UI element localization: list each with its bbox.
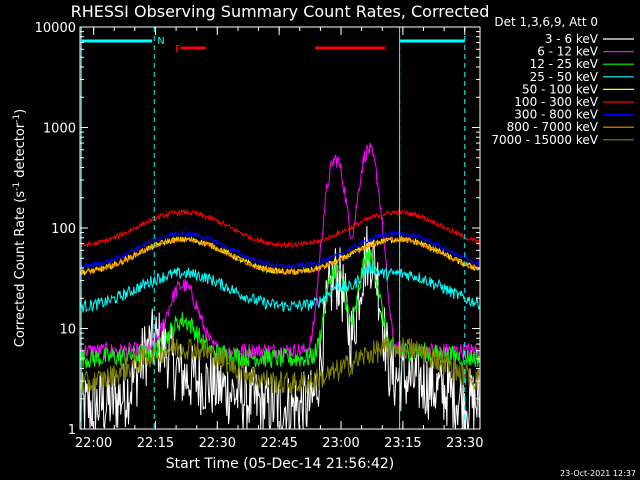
y-axis-label: Corrected Count Rate (s-1 detector-1): [12, 109, 28, 347]
legend-label-5: 100 - 300 keV: [514, 95, 598, 109]
series-line-3: [80, 262, 480, 313]
annotation-f: F: [175, 44, 181, 55]
chart-title: RHESSI Observing Summary Count Rates, Co…: [71, 2, 490, 21]
series-line-7: [80, 236, 480, 276]
y-tick-label: 1: [68, 423, 76, 438]
y-axis-label-mid: detector: [13, 122, 28, 182]
x-tick-label: 22:30: [199, 436, 236, 451]
series-line-5: [80, 208, 480, 250]
x-tick-label: 22:15: [137, 436, 174, 451]
legend-label-3: 25 - 50 keV: [530, 70, 599, 84]
x-axis-label: Start Time (05-Dec-14 21:56:42): [166, 456, 394, 472]
legend-header: Det 1,3,6,9, Att 0: [494, 15, 598, 29]
y-tick-label: 100: [51, 222, 76, 237]
x-tick-label: 22:00: [75, 436, 112, 451]
legend-label-8: 7000 - 15000 keV: [491, 133, 598, 147]
x-tick-label: 23:30: [446, 436, 483, 451]
legend-label-6: 300 - 800 keV: [514, 108, 598, 122]
legend-label-4: 50 - 100 keV: [522, 82, 599, 96]
legend-label-7: 800 - 7000 keV: [507, 120, 599, 134]
y-tick-label: 10000: [35, 21, 76, 36]
legend-label-0: 3 - 6 keV: [545, 32, 599, 46]
x-tick-label: 23:00: [322, 436, 359, 451]
x-tick-label: 23:15: [384, 436, 421, 451]
series-line-6: [80, 229, 480, 270]
annotation-n: N: [157, 36, 164, 47]
y-axis-label-main: Corrected Count Rate (s: [13, 191, 28, 348]
axes: 1 10 100 1000 10000 22:00 22:15 22:30 22:45 23:00…: [35, 21, 484, 451]
legend-label-2: 12 - 25 keV: [530, 57, 599, 71]
y-axis-label-sup1: -1: [12, 182, 22, 191]
plot-area: NF: [80, 27, 480, 429]
series-line-8: [80, 335, 480, 395]
y-tick-label: 10: [59, 323, 76, 338]
x-tick-label: 22:45: [260, 436, 297, 451]
legend-label-1: 6 - 12 keV: [537, 45, 599, 59]
timestamp: 23-Oct-2021 12:37: [560, 469, 636, 478]
y-axis-label-end: ): [13, 109, 28, 114]
y-axis-label-sup2: -1: [12, 114, 22, 123]
y-tick-label: 1000: [43, 122, 76, 137]
